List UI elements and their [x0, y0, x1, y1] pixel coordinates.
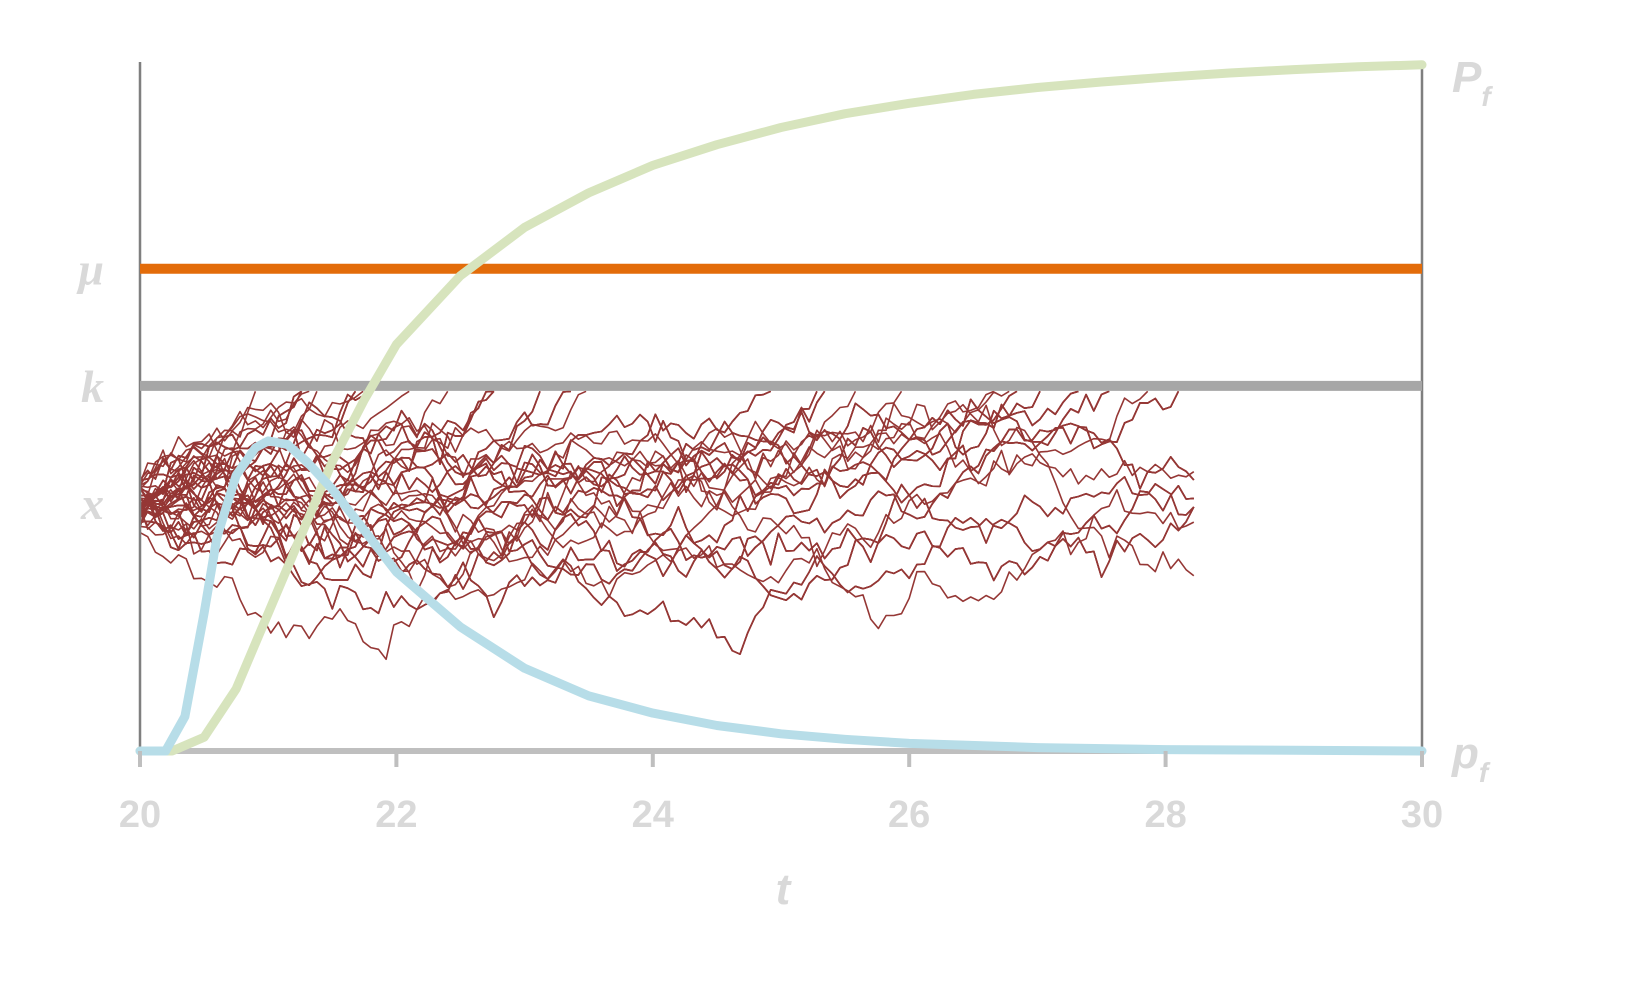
Pf-label: Pf — [1452, 53, 1493, 112]
sample-path — [139, 390, 772, 560]
pf-label: pf — [1451, 729, 1491, 788]
sample-path — [139, 401, 1195, 531]
sample-path — [139, 390, 1079, 586]
mu-label: μ — [76, 244, 104, 295]
sample-path — [139, 390, 364, 487]
x-tick-label: 30 — [1401, 794, 1443, 836]
sample-path — [139, 481, 1195, 655]
x-tick-label: 22 — [375, 794, 417, 836]
sample-path — [139, 390, 857, 563]
pf-label-sub: f — [1479, 757, 1491, 788]
sample-path — [139, 481, 1195, 655]
Pf-label-main: P — [1452, 53, 1482, 102]
sample-path — [139, 390, 1041, 577]
x-tick-label: 20 — [119, 794, 161, 836]
sample-path — [139, 390, 1018, 551]
x-tick-label: 28 — [1144, 794, 1186, 836]
probability-curves — [135, 60, 1427, 756]
sample-path — [139, 390, 302, 481]
p_f-curve — [135, 436, 1427, 756]
sample-path — [139, 390, 372, 500]
sample-path — [139, 390, 1110, 581]
x-tick-label: 26 — [888, 794, 930, 836]
Pf-label-sub: f — [1481, 81, 1493, 112]
sample-path — [139, 390, 1041, 577]
sample-path — [139, 390, 571, 550]
sample-path — [139, 485, 1194, 601]
sample-path — [139, 390, 1180, 618]
sample-paths — [139, 390, 1195, 661]
pf-label-main: p — [1451, 729, 1479, 778]
x-axis-title: t — [776, 865, 793, 914]
sample-path — [139, 481, 1195, 655]
sample-path — [139, 390, 995, 573]
x-tick-label: 24 — [632, 794, 674, 836]
k-label: k — [81, 361, 104, 412]
sample-path — [139, 390, 1041, 577]
sample-path — [139, 390, 818, 512]
sample-path — [139, 390, 826, 565]
sample-path — [139, 489, 1195, 661]
P_f-curve — [135, 60, 1427, 756]
sample-path — [139, 390, 1041, 577]
x-ticks: 20 22 24 26 28 30 — [119, 751, 1443, 836]
x-label: x — [80, 478, 104, 529]
